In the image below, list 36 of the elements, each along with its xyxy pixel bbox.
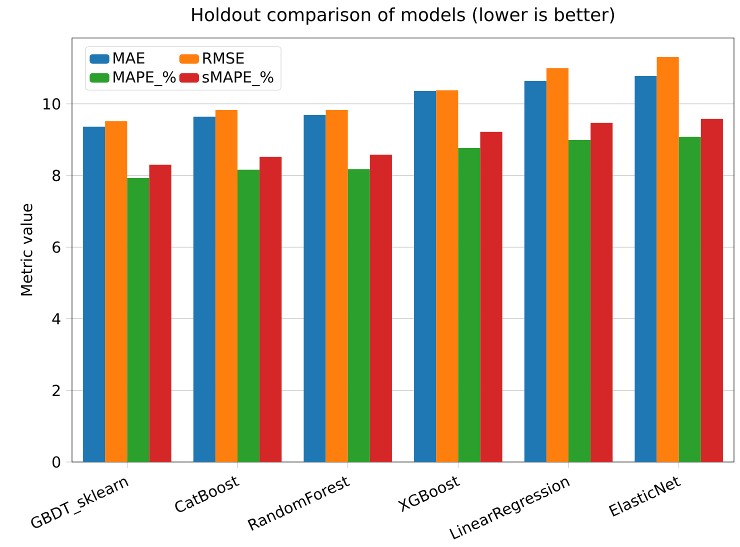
- bar: [105, 121, 128, 462]
- bar: [656, 56, 679, 462]
- bar: [127, 178, 150, 462]
- bar: [480, 132, 502, 462]
- bar: [568, 140, 591, 462]
- legend-label: MAE: [114, 52, 144, 64]
- legend-label: MAPE_%: [114, 71, 176, 86]
- bar: [678, 136, 701, 462]
- bar: [348, 169, 370, 462]
- bar: [326, 110, 348, 462]
- chart-title: Holdout comparison of models (lower is better): [192, 7, 614, 25]
- bar: [458, 148, 480, 462]
- bar: [260, 156, 282, 462]
- y-tick-label: 4: [52, 313, 60, 324]
- bar: [700, 118, 723, 462]
- bar: [524, 80, 546, 462]
- legend-label: RMSE: [203, 52, 244, 64]
- bar: [436, 90, 458, 462]
- legend-label: sMAPE_%: [202, 71, 274, 86]
- y-tick-label: 2: [52, 384, 60, 396]
- bar: [634, 76, 657, 462]
- y-tick-label: 10: [44, 98, 60, 110]
- bar: [370, 154, 392, 462]
- bar: [546, 68, 568, 462]
- y-axis-title: Metric value: [20, 204, 32, 296]
- bar: [83, 126, 106, 462]
- bar: [193, 116, 216, 462]
- bar: [414, 90, 436, 462]
- bar: [149, 164, 172, 462]
- bar: [215, 110, 238, 462]
- y-tick-label: 0: [52, 456, 60, 468]
- bar: [304, 114, 326, 462]
- y-tick-label: 8: [52, 170, 60, 182]
- y-tick-label: 6: [52, 241, 60, 253]
- bar: [238, 170, 260, 462]
- bar: [590, 122, 613, 462]
